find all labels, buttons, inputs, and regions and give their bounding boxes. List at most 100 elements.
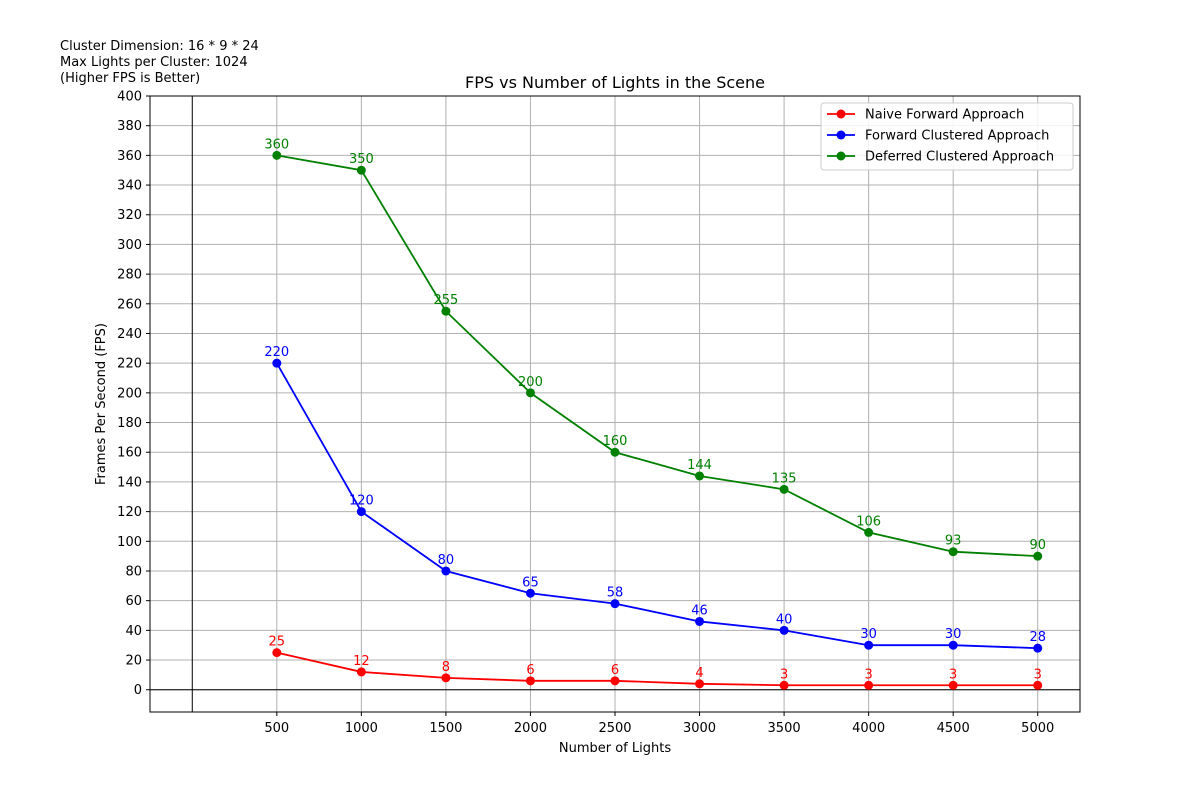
x-tick-label: 5000 (1021, 721, 1054, 736)
data-point (948, 680, 958, 690)
y-tick-label: 300 (117, 238, 142, 253)
data-point (441, 673, 451, 683)
data-point (610, 676, 620, 686)
data-label: 160 (603, 434, 628, 449)
data-label: 25 (269, 635, 286, 650)
data-label: 30 (860, 627, 877, 642)
y-tick-label: 140 (117, 475, 142, 490)
data-label: 120 (349, 494, 374, 509)
x-tick-label: 4500 (937, 721, 970, 736)
y-tick-label: 200 (117, 386, 142, 401)
series-2: 220 120 80 65 58 46 40 30 30 28 (264, 345, 1046, 653)
y-tick-label: 280 (117, 268, 142, 283)
data-label: 8 (442, 660, 450, 675)
y-axis-label: Frames Per Second (FPS) (94, 323, 109, 485)
y-tick-label: 180 (117, 416, 142, 431)
annotation-line-3: (Higher FPS is Better) (60, 71, 201, 86)
y-tick-label: 400 (117, 90, 142, 105)
legend-swatch-marker (836, 151, 846, 161)
data-point (1033, 643, 1043, 653)
data-label: 90 (1029, 538, 1046, 553)
data-point (948, 547, 958, 557)
x-tick-label: 1500 (429, 721, 462, 736)
data-label: 220 (264, 345, 289, 360)
data-label: 3 (1034, 667, 1042, 682)
data-point (525, 588, 535, 598)
y-tick-label: 240 (117, 327, 142, 342)
data-label: 80 (438, 553, 455, 568)
series-3: 360 350 255 200 160 144 135 106 93 90 (264, 137, 1046, 561)
legend-entry-label: Deferred Clustered Approach (865, 150, 1054, 165)
data-point (356, 507, 366, 517)
data-point (864, 680, 874, 690)
data-label: 6 (611, 663, 619, 678)
data-label: 3 (864, 667, 872, 682)
plot-frame (149, 95, 1081, 713)
data-label: 360 (264, 137, 289, 152)
reference-lines (150, 96, 1080, 712)
y-tick-label: 360 (117, 149, 142, 164)
y-tick-label: 220 (117, 357, 142, 372)
y-tick-label: 380 (117, 119, 142, 134)
legend-swatch-marker (836, 130, 846, 140)
data-point (610, 599, 620, 609)
data-point (779, 680, 789, 690)
series-1: 25 12 8 6 6 4 3 3 3 3 (269, 635, 1043, 690)
data-point (525, 388, 535, 398)
y-tick-label: 340 (117, 179, 142, 194)
chart-title: FPS vs Number of Lights in the Scene (465, 73, 765, 92)
data-label: 28 (1029, 630, 1046, 645)
data-point (948, 640, 958, 650)
y-tick-label: 80 (125, 564, 142, 579)
series-line (276, 154, 1038, 558)
y-tick-label: 40 (125, 624, 142, 639)
data-label: 3 (949, 667, 957, 682)
series-line (276, 651, 1038, 687)
y-tick-label: 60 (125, 594, 142, 609)
y-tick-label: 0 (134, 683, 142, 698)
x-tick-label: 2000 (514, 721, 547, 736)
data-point (1033, 551, 1043, 561)
y-tick-label: 260 (117, 297, 142, 312)
data-point (864, 640, 874, 650)
legend-entry-label: Naive Forward Approach (865, 108, 1024, 123)
data-point (864, 527, 874, 537)
y-tick-label: 160 (117, 446, 142, 461)
x-tick-label: 1000 (345, 721, 378, 736)
data-point (441, 566, 451, 576)
data-point (695, 679, 705, 689)
data-point (779, 625, 789, 635)
data-point (695, 616, 705, 626)
annotation-line-1: Cluster Dimension: 16 * 9 * 24 (60, 39, 259, 54)
data-label: 93 (945, 534, 962, 549)
x-axis-label: Number of Lights (559, 741, 671, 756)
data-label: 58 (607, 586, 624, 601)
annotation-line-2: Max Lights per Cluster: 1024 (60, 55, 248, 70)
data-label: 200 (518, 375, 543, 390)
data-point (610, 447, 620, 457)
data-label: 65 (522, 575, 539, 590)
data-label: 40 (776, 612, 793, 627)
data-label: 350 (349, 152, 374, 167)
x-tick-label: 2500 (598, 721, 631, 736)
data-label: 3 (780, 667, 788, 682)
grid (150, 95, 1080, 712)
data-point (356, 667, 366, 677)
x-tick-label: 3500 (768, 721, 801, 736)
y-tick-label: 120 (117, 505, 142, 520)
data-label: 12 (353, 654, 370, 669)
y-tick-label: 100 (117, 535, 142, 550)
data-point (1033, 680, 1043, 690)
data-point (441, 306, 451, 316)
data-point (525, 676, 535, 686)
data-point (695, 471, 705, 481)
data-label: 30 (945, 627, 962, 642)
legend: Naive Forward Approach Forward Clustered … (820, 102, 1074, 171)
data-label: 135 (772, 471, 797, 486)
data-label: 46 (691, 603, 708, 618)
data-point (272, 648, 282, 658)
data-point (779, 484, 789, 494)
data-label: 255 (433, 293, 458, 308)
legend-box (820, 102, 1074, 171)
